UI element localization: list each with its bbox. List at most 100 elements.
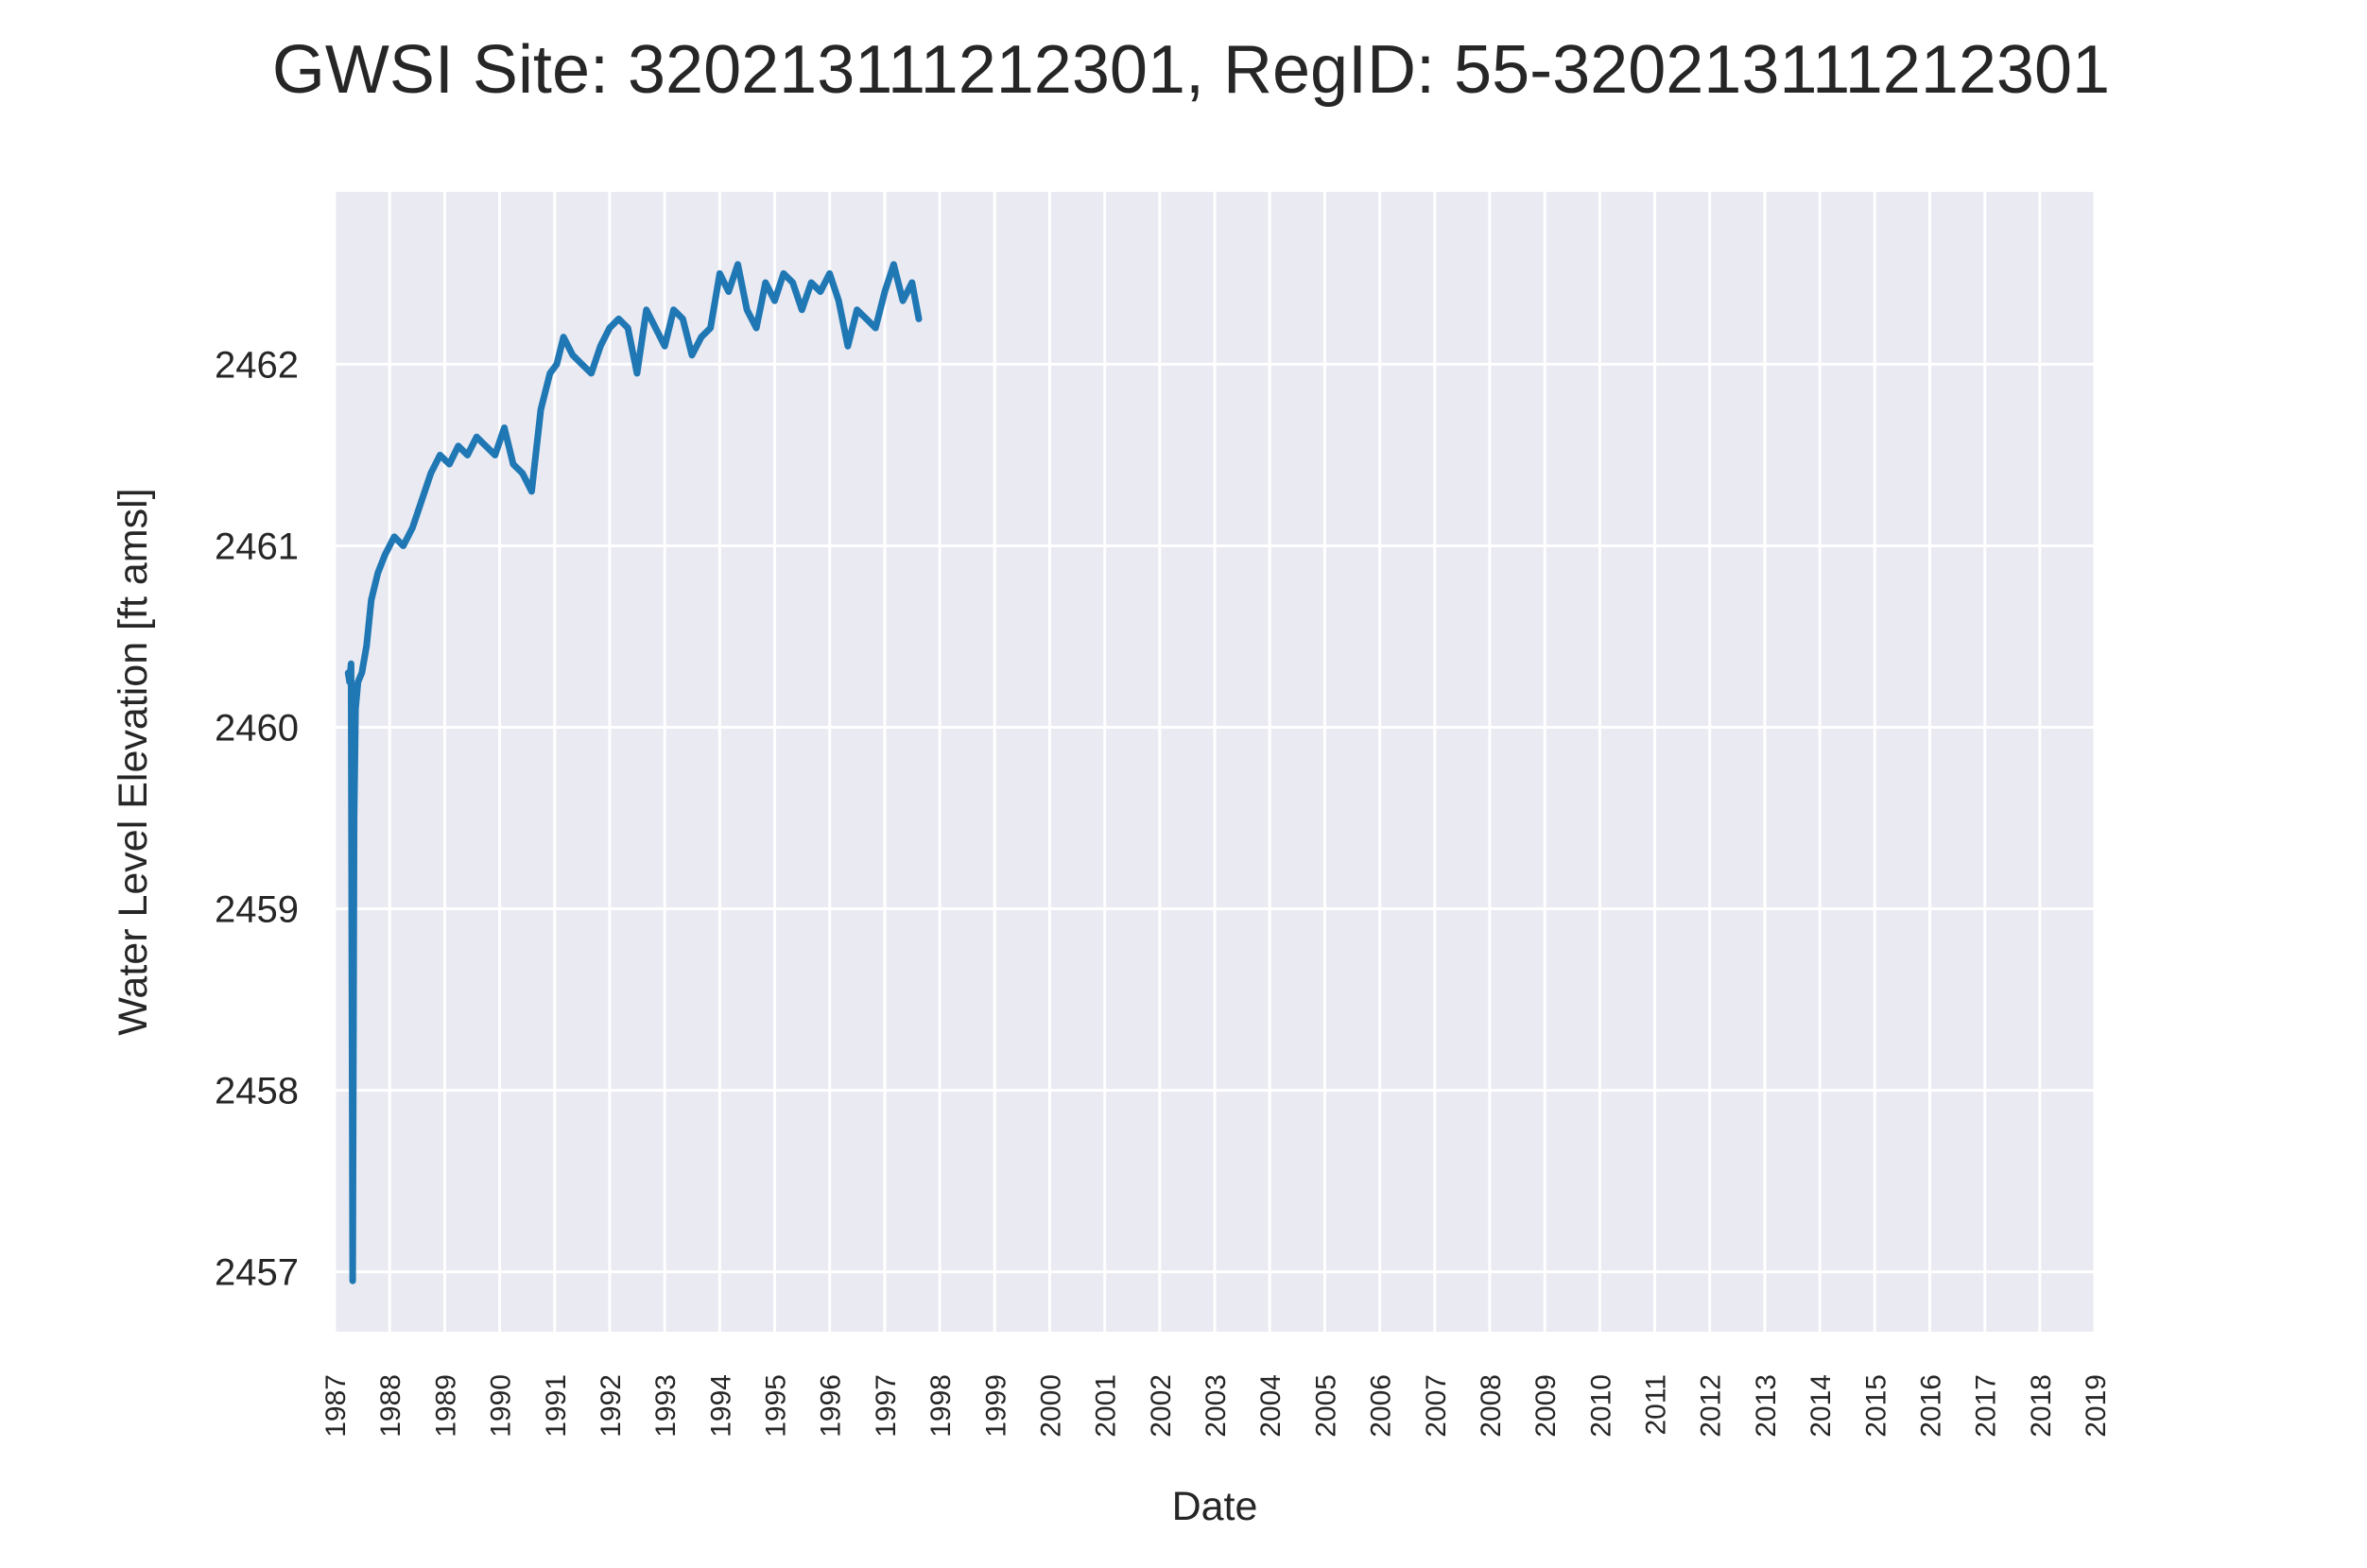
data-point (400, 543, 406, 549)
data-point (615, 316, 622, 322)
y-tick-labels: 2457 2458 2459 2460 2461 2462 (215, 344, 299, 1293)
x-tick-label: 2009 (1530, 1374, 1562, 1438)
x-tick-label: 1990 (486, 1374, 517, 1438)
data-point (464, 452, 471, 458)
x-tick-label: 2006 (1366, 1374, 1397, 1438)
data-point (346, 679, 353, 685)
data-point (597, 343, 604, 350)
data-point (474, 434, 480, 440)
data-point (519, 470, 526, 476)
data-point (908, 280, 915, 286)
data-point (762, 280, 769, 286)
x-tick-label: 1995 (761, 1374, 792, 1438)
x-tick-labels: 1987 1988 1989 1990 1991 1992 1993 1994 1995 1996… (320, 1374, 2112, 1438)
y-tick-label: 2462 (215, 344, 299, 386)
x-tick-label: 1991 (541, 1374, 572, 1438)
data-point (492, 452, 498, 458)
x-tick-label: 1994 (705, 1374, 736, 1438)
x-tick-label: 2003 (1201, 1374, 1232, 1438)
data-point (382, 552, 389, 559)
x-tick-label: 1988 (375, 1374, 406, 1438)
data-point (368, 597, 374, 604)
data-point (358, 669, 365, 676)
y-tick-label: 2458 (215, 1071, 299, 1112)
data-point (569, 352, 576, 358)
data-point (374, 570, 381, 577)
data-point (391, 533, 398, 540)
x-tick-label: 1997 (871, 1374, 902, 1438)
data-point (915, 316, 922, 322)
y-tick-label: 2457 (215, 1252, 299, 1294)
data-point (662, 343, 668, 350)
data-point (734, 261, 741, 267)
x-tick-label: 2010 (1585, 1374, 1616, 1438)
x-tick-label: 1993 (650, 1374, 682, 1438)
data-point (553, 361, 560, 368)
data-point (350, 1278, 356, 1284)
x-tick-label: 2004 (1255, 1374, 1287, 1438)
x-tick-label: 1996 (816, 1374, 847, 1438)
y-tick-label: 2460 (215, 708, 299, 750)
x-tick-label: 2016 (1915, 1374, 1946, 1438)
data-point (606, 325, 613, 332)
data-point (446, 461, 453, 468)
data-point (345, 669, 352, 676)
data-point (633, 370, 640, 377)
data-point (817, 288, 823, 295)
data-point (643, 306, 649, 313)
data-point (351, 815, 357, 821)
data-point (836, 298, 842, 304)
data-point (363, 643, 370, 649)
data-point (538, 406, 544, 413)
data-point (409, 525, 416, 531)
data-point (579, 361, 585, 368)
data-point (546, 370, 553, 377)
x-tick-label: 2015 (1860, 1374, 1892, 1438)
data-point (510, 461, 516, 468)
data-point (455, 442, 461, 449)
data-point (689, 352, 696, 358)
x-tick-label: 2017 (1971, 1374, 2002, 1438)
data-point (854, 306, 860, 313)
grid-lines (333, 192, 2097, 1332)
y-tick-label: 2461 (215, 526, 299, 567)
data-point (753, 325, 760, 332)
data-point (826, 270, 833, 277)
data-point (528, 488, 535, 494)
data-point (437, 452, 443, 458)
data-point (780, 270, 786, 277)
x-tick-label: 2001 (1091, 1374, 1122, 1438)
data-point (652, 325, 659, 332)
data-point (873, 325, 879, 332)
data-point (890, 261, 897, 267)
x-tick-label: 2014 (1805, 1374, 1837, 1438)
data-point (707, 325, 714, 332)
data-point (354, 679, 361, 685)
series-layer (344, 261, 923, 1284)
data-point (680, 316, 686, 322)
x-tick-label: 1992 (596, 1374, 627, 1438)
data-point (744, 306, 751, 313)
data-point (625, 325, 631, 332)
x-tick-label: 2019 (2081, 1374, 2112, 1438)
data-point (799, 306, 805, 313)
data-point (900, 298, 907, 304)
data-point (808, 280, 815, 286)
data-point (588, 370, 595, 377)
data-point (427, 470, 434, 476)
x-tick-label: 1999 (980, 1374, 1011, 1438)
data-point (348, 661, 354, 667)
data-point (725, 288, 732, 295)
x-tick-label: 2002 (1146, 1374, 1177, 1438)
x-tick-label: 2013 (1751, 1374, 1782, 1438)
x-tick-label: 1987 (320, 1374, 352, 1438)
data-point (698, 334, 704, 340)
data-point (561, 334, 567, 340)
data-point (717, 270, 723, 277)
x-tick-label: 2018 (2026, 1374, 2057, 1438)
x-tick-label: 1998 (925, 1374, 957, 1438)
data-point (863, 316, 870, 322)
x-tick-label: 1989 (430, 1374, 461, 1438)
x-tick-label: 2008 (1476, 1374, 1507, 1438)
